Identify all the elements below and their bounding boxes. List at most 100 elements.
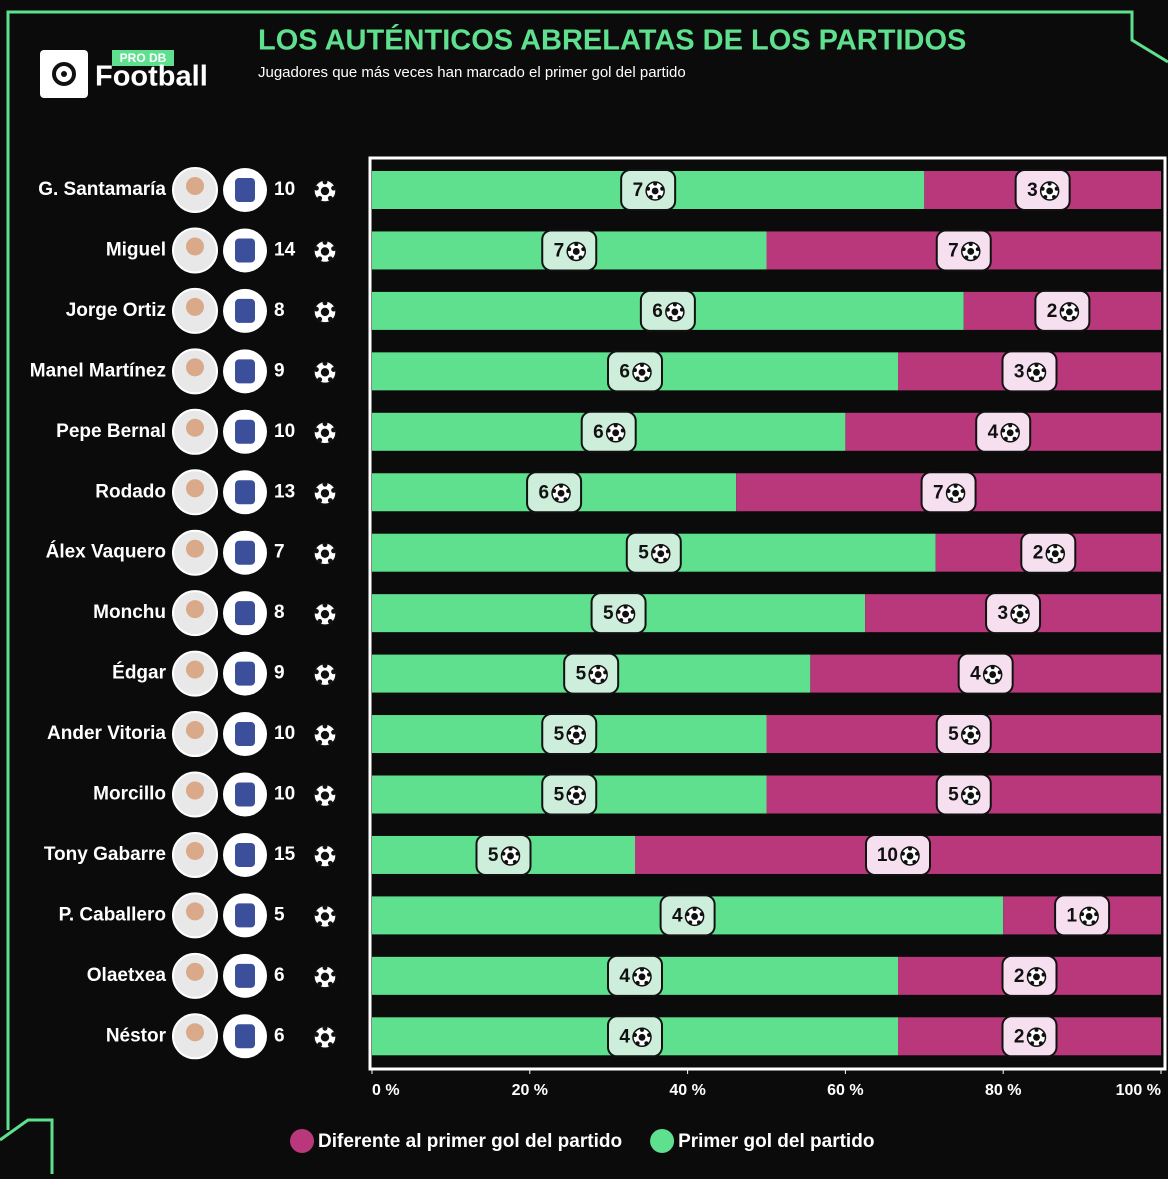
ball-icon-patch — [321, 973, 329, 981]
ball-icon-patch — [516, 852, 520, 856]
ball-icon-patch — [328, 1042, 333, 1047]
ball-icon-patch — [323, 603, 328, 608]
player-photo-head — [186, 419, 204, 437]
ball-icon-patch — [317, 377, 322, 382]
ball-icon-patch — [314, 367, 319, 372]
ball-icon-patch — [323, 180, 328, 185]
ball-icon-patch — [1080, 912, 1084, 916]
ball-icon-patch — [328, 256, 333, 261]
ball-icon-patch — [331, 972, 336, 977]
ball-icon-patch — [666, 308, 670, 312]
ball-icon-patch — [509, 847, 513, 851]
ball-icon-patch — [317, 438, 322, 443]
ball-icon-patch — [647, 973, 651, 977]
club-badge-shield — [235, 964, 255, 988]
ball-icon-patch — [1035, 1028, 1039, 1032]
ball-icon-patch — [908, 847, 912, 851]
ball-icon-patch — [328, 800, 333, 805]
value-label: 6 — [593, 422, 604, 443]
ball-icon-patch — [331, 307, 336, 312]
ball-icon-patch — [328, 438, 333, 443]
ball-icon-patch — [563, 497, 567, 501]
ball-icon-patch — [507, 853, 514, 860]
ball-icon-patch — [328, 317, 333, 322]
player-total: 6 — [274, 1025, 285, 1046]
ball-icon-patch — [323, 663, 328, 668]
ball-icon-patch — [644, 981, 648, 985]
ball-icon-patch — [1046, 188, 1053, 195]
value-label: 10 — [877, 845, 898, 866]
ball-icon-patch — [1094, 912, 1098, 916]
ball-icon-patch — [673, 303, 677, 307]
ball-icon-patch — [574, 242, 578, 246]
value-label: 5 — [603, 603, 614, 624]
ball-icon-patch — [986, 679, 990, 683]
ball-icon-patch — [1041, 187, 1045, 191]
legend-swatch — [290, 1129, 314, 1153]
ball-icon-patch — [570, 739, 574, 743]
page: PRO DB Football LOS AUTÉNTICOS ABRELATAS… — [0, 0, 1168, 1174]
ball-icon-patch — [652, 549, 656, 553]
ball-icon-patch — [321, 247, 329, 255]
ball-icon-patch — [644, 1041, 648, 1045]
ball-icon-patch — [328, 740, 333, 745]
ball-icon-patch — [901, 852, 905, 856]
player-name: Rodado — [95, 481, 166, 502]
ball-icon-patch — [1074, 308, 1078, 312]
player-name: Ander Vitoria — [47, 723, 166, 744]
club-badge-shield — [235, 903, 255, 927]
ball-icon-patch — [998, 670, 1002, 674]
ball-icon-patch — [321, 1033, 329, 1041]
ball-icon-patch — [317, 196, 322, 201]
club-badge-shield — [235, 662, 255, 686]
ball-icon-patch — [954, 484, 958, 488]
value-label: 2 — [1033, 543, 1044, 564]
player-name: Néstor — [106, 1025, 167, 1046]
ball-icon-patch — [567, 247, 571, 251]
ball-icon-patch — [976, 791, 980, 795]
ball-icon-patch — [323, 724, 328, 729]
ball-icon-patch — [1018, 605, 1022, 609]
value-label: 5 — [488, 845, 499, 866]
ball-icon-patch — [570, 799, 574, 803]
ball-icon-patch — [612, 429, 619, 436]
ball-icon-patch — [631, 610, 635, 614]
value-label: 4 — [970, 664, 981, 685]
ball-icon-patch — [317, 619, 322, 624]
ball-icon-patch — [603, 670, 607, 674]
ball-icon-patch — [317, 1042, 322, 1047]
chart: PRO DB Football LOS AUTÉNTICOS ABRELATAS… — [0, 0, 1168, 1174]
ball-icon-patch — [579, 799, 583, 803]
ball-icon-patch — [321, 791, 329, 799]
player-photo-head — [186, 177, 204, 195]
ball-icon-patch — [331, 367, 336, 372]
player-name: G. Santamaría — [38, 179, 166, 200]
ball-icon-patch — [1052, 195, 1056, 199]
ball-icon-patch — [314, 1032, 319, 1037]
player-total: 15 — [274, 844, 296, 865]
player-total: 9 — [274, 360, 285, 381]
ball-icon-patch — [659, 544, 663, 548]
ball-icon-patch — [671, 308, 678, 315]
ball-icon-patch — [573, 248, 580, 255]
player-total: 13 — [274, 481, 295, 502]
ball-icon-patch — [321, 912, 329, 920]
ball-icon-patch — [317, 317, 322, 322]
ball-icon-patch — [912, 860, 916, 864]
value-label: 2 — [1047, 301, 1058, 322]
player-photo-head — [186, 298, 204, 316]
ball-icon-patch — [555, 497, 559, 501]
ball-icon-patch — [1039, 376, 1043, 380]
ball-icon-patch — [640, 363, 644, 367]
ball-icon-patch — [1053, 544, 1057, 548]
ball-icon-patch — [1087, 907, 1091, 911]
ball-icon-patch — [958, 497, 962, 501]
ball-icon-patch — [314, 790, 319, 795]
ball-icon-patch — [617, 610, 621, 614]
ball-icon-patch — [323, 240, 328, 245]
x-tick-label: 60 % — [827, 1082, 863, 1099]
ball-icon-patch — [567, 731, 571, 735]
ball-icon-patch — [1008, 423, 1012, 427]
value-label: 6 — [652, 301, 663, 322]
ball-icon-patch — [1030, 1041, 1034, 1045]
